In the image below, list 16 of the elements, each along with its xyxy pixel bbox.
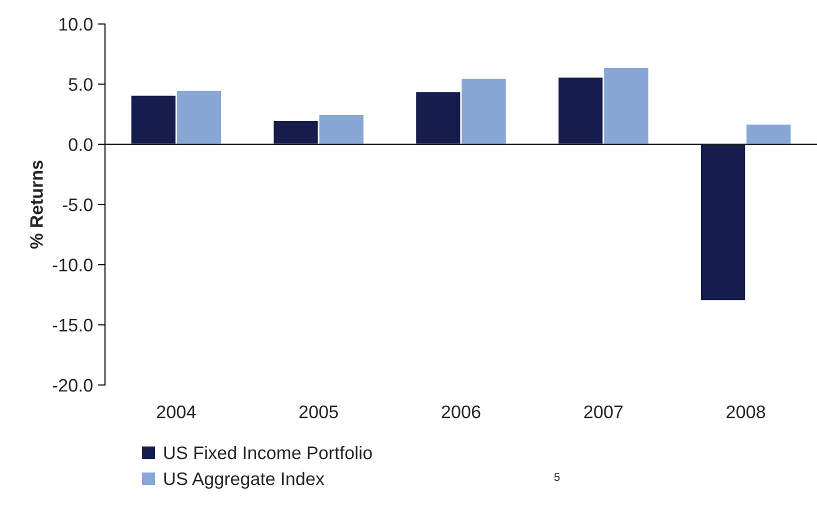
y-tick-label: 0.0 xyxy=(68,138,92,152)
legend-label: US Aggregate Index xyxy=(164,472,324,489)
y-tick-label: -10.0 xyxy=(52,258,92,272)
x-tick-label: 2008 xyxy=(726,405,766,418)
y-tick-label: 10.0 xyxy=(59,18,92,31)
x-tick-label: 2005 xyxy=(299,405,338,418)
legend-label: US Fixed Income Portfolio xyxy=(164,446,372,460)
x-tick-label: 2006 xyxy=(442,405,480,418)
text: 5 xyxy=(554,473,560,481)
y-tick-label: 5.0 xyxy=(68,78,92,91)
y-tick-label: -20.0 xyxy=(52,378,92,392)
y-tick-label: -15.0 xyxy=(52,318,92,332)
y-axis-title: % Returns xyxy=(30,160,43,249)
x-tick-label: 2004 xyxy=(157,405,196,418)
y-tick-label: -5.0 xyxy=(62,198,92,212)
x-tick-label: 2007 xyxy=(584,405,623,418)
